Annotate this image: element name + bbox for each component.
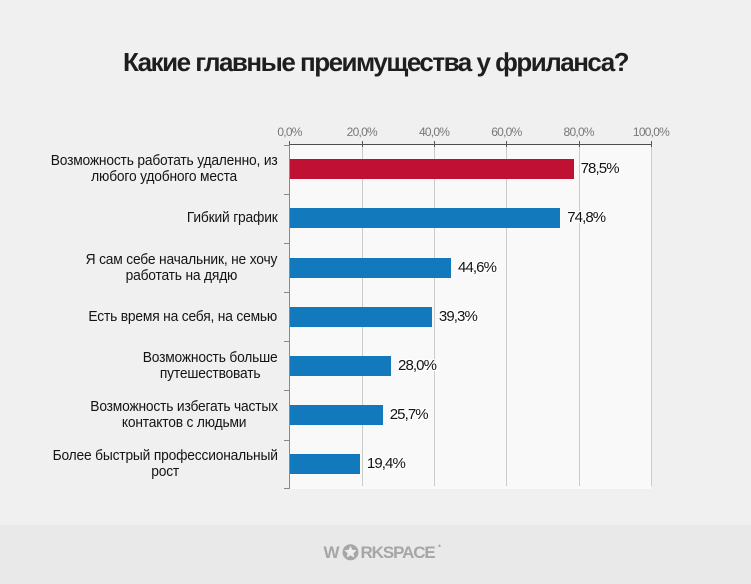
svg-text:W: W [324, 543, 341, 562]
svg-text:RKSPACE: RKSPACE [361, 543, 436, 562]
